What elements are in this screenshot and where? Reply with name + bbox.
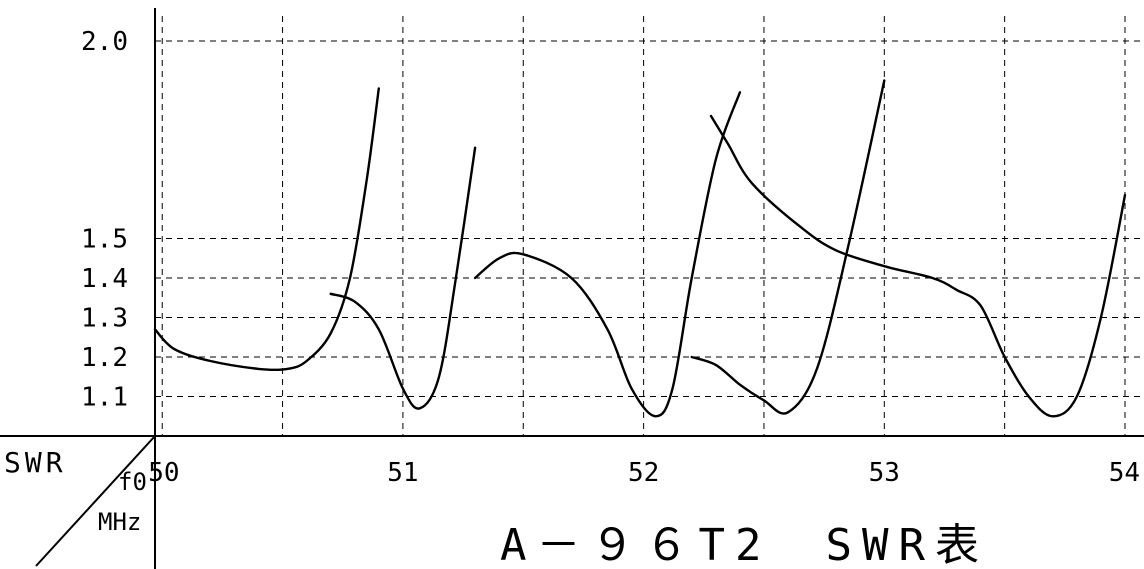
y-tick-label: 2.0 xyxy=(81,27,128,57)
x-tick-label: 50 xyxy=(148,458,179,488)
swr-curve-4 xyxy=(690,79,886,415)
corner-divider xyxy=(35,435,156,567)
y-tick-label: 1.4 xyxy=(81,264,128,294)
grid-lines xyxy=(155,16,1144,436)
y-tick-label: 1.5 xyxy=(81,225,128,255)
x-tick-label: 51 xyxy=(387,458,418,488)
swr-curve-2 xyxy=(329,146,477,410)
y-tick-label: 1.2 xyxy=(81,343,128,373)
chart-title: A－９６T2 SWR表 xyxy=(500,520,989,569)
x-tick-label: 54 xyxy=(1109,458,1140,488)
y-axis-label: SWR xyxy=(4,446,67,479)
x-tick-label: 53 xyxy=(869,458,900,488)
swr-curve-5 xyxy=(709,114,1127,418)
y-tick-label: 1.1 xyxy=(81,383,128,413)
y-tick-label: 1.3 xyxy=(81,304,128,334)
x-tick-labels: 50 51 52 53 54 xyxy=(148,458,1140,488)
x-tick-label: 52 xyxy=(628,458,659,488)
x-axis-label: f0 xyxy=(118,468,147,496)
swr-curve-3 xyxy=(473,91,742,418)
swr-curve-1 xyxy=(153,87,380,372)
series-curves xyxy=(153,79,1127,418)
x-axis-unit: MHz xyxy=(98,508,141,536)
y-tick-labels: 2.0 1.5 1.4 1.3 1.2 1.1 xyxy=(81,27,128,413)
